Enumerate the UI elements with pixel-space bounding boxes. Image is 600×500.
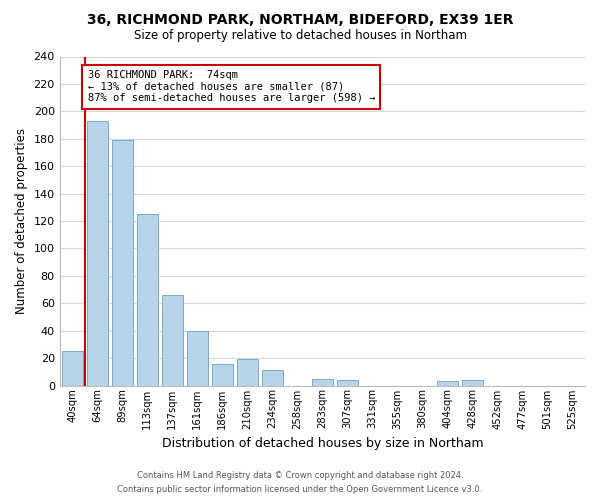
Bar xyxy=(312,378,333,386)
Bar xyxy=(187,330,208,386)
Bar xyxy=(62,351,83,386)
Bar xyxy=(437,382,458,386)
Text: Size of property relative to detached houses in Northam: Size of property relative to detached ho… xyxy=(133,29,467,42)
Bar xyxy=(137,214,158,386)
Text: 36 RICHMOND PARK:  74sqm
← 13% of detached houses are smaller (87)
87% of semi-d: 36 RICHMOND PARK: 74sqm ← 13% of detache… xyxy=(88,70,375,103)
Bar xyxy=(86,121,108,386)
Text: Contains HM Land Registry data © Crown copyright and database right 2024.
Contai: Contains HM Land Registry data © Crown c… xyxy=(118,472,482,494)
Bar xyxy=(161,295,183,386)
Bar xyxy=(112,140,133,386)
Bar xyxy=(337,380,358,386)
Bar xyxy=(462,380,483,386)
Bar xyxy=(236,360,258,386)
Text: 36, RICHMOND PARK, NORTHAM, BIDEFORD, EX39 1ER: 36, RICHMOND PARK, NORTHAM, BIDEFORD, EX… xyxy=(87,12,513,26)
X-axis label: Distribution of detached houses by size in Northam: Distribution of detached houses by size … xyxy=(161,437,483,450)
Bar xyxy=(212,364,233,386)
Bar xyxy=(262,370,283,386)
Y-axis label: Number of detached properties: Number of detached properties xyxy=(15,128,28,314)
